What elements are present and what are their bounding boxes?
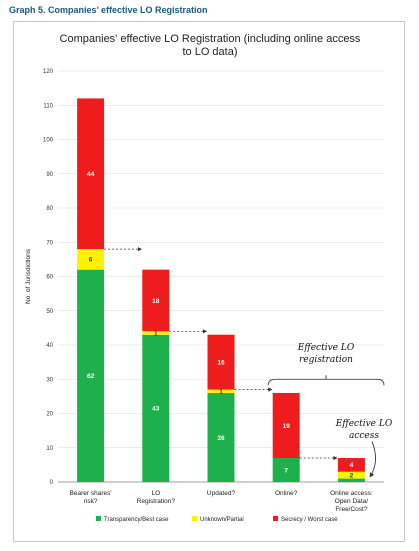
bar-segment <box>207 392 235 482</box>
annotation-text: Effective LO <box>297 343 355 353</box>
y-tick-label: 50 <box>46 309 53 315</box>
bar-segment <box>142 331 170 335</box>
chart-title-line: Companies' effective LO Registration (in… <box>60 33 361 45</box>
y-tick-label: 100 <box>43 138 54 144</box>
category-label: Free/Cost? <box>335 506 368 513</box>
data-label: 6 <box>89 257 93 264</box>
y-tick-label: 10 <box>46 446 53 452</box>
bar-segment <box>272 458 300 482</box>
data-label: 4 <box>350 462 354 469</box>
data-label: 19 <box>283 423 291 430</box>
y-tick-label: 60 <box>46 275 53 281</box>
annotation-text: access <box>349 431 379 441</box>
y-tick-label: 30 <box>46 377 53 383</box>
annotation-text: Effective LO <box>335 419 393 429</box>
y-tick-label: 0 <box>50 480 54 486</box>
category-label: Open Data/ <box>335 498 368 505</box>
category-label: Updated? <box>207 490 236 497</box>
data-label: 18 <box>152 298 160 305</box>
data-label: 43 <box>152 406 160 413</box>
category-label: LO <box>151 490 160 497</box>
y-tick-label: 40 <box>46 343 53 349</box>
legend-label: Transparency/Best case <box>104 517 169 523</box>
legend-swatch <box>192 516 197 521</box>
bar-segment <box>337 478 365 482</box>
data-label: 62 <box>87 373 95 380</box>
y-axis-label: No. of Jurisdictions <box>25 248 32 304</box>
y-tick-label: 90 <box>46 172 53 178</box>
y-tick-label: 110 <box>43 103 53 109</box>
y-tick-label: 20 <box>46 412 53 418</box>
category-label: Registration? <box>137 498 176 505</box>
chart-frame: Companies' effective LO Registration (in… <box>13 21 405 542</box>
bracket <box>267 378 385 386</box>
bar-segment <box>77 98 105 250</box>
data-label: 1 <box>219 389 223 396</box>
y-tick-label: 80 <box>46 206 53 212</box>
category-label: Online? <box>275 490 298 497</box>
annotation-arrow <box>369 441 376 478</box>
y-tick-label: 70 <box>46 240 53 246</box>
bar-segment <box>337 471 365 479</box>
legend-swatch <box>96 516 101 521</box>
bar-segment <box>142 269 170 332</box>
data-label: 7 <box>284 467 288 474</box>
bar-segment <box>207 389 235 393</box>
y-tick-label: 120 <box>43 69 54 75</box>
bar-segment <box>142 334 170 482</box>
annotation-text: registration <box>299 355 353 365</box>
category-label: Bearer shares' <box>70 490 112 497</box>
category-label: Online access: <box>330 490 373 497</box>
data-label: 2 <box>350 472 354 479</box>
chart-svg: Companies' effective LO Registration (in… <box>25 33 393 523</box>
data-label: 26 <box>217 435 225 442</box>
legend-swatch <box>273 516 278 521</box>
bar-segment <box>77 269 105 482</box>
bar-segment <box>272 392 300 459</box>
graph-caption: Graph 5. Companies’ effective LO Registr… <box>9 5 208 15</box>
data-label: 1 <box>154 330 158 337</box>
bar-segment <box>337 458 365 472</box>
legend-label: Secrecy / Worst case <box>281 517 338 523</box>
bar-segment <box>207 334 235 390</box>
data-label: 16 <box>217 359 225 366</box>
chart-title-line: to LO data) <box>182 46 237 58</box>
category-label: risk? <box>84 498 98 505</box>
data-label: 44 <box>87 171 95 178</box>
bar-segment <box>77 249 105 270</box>
legend-label: Unknown/Partial <box>200 517 244 523</box>
